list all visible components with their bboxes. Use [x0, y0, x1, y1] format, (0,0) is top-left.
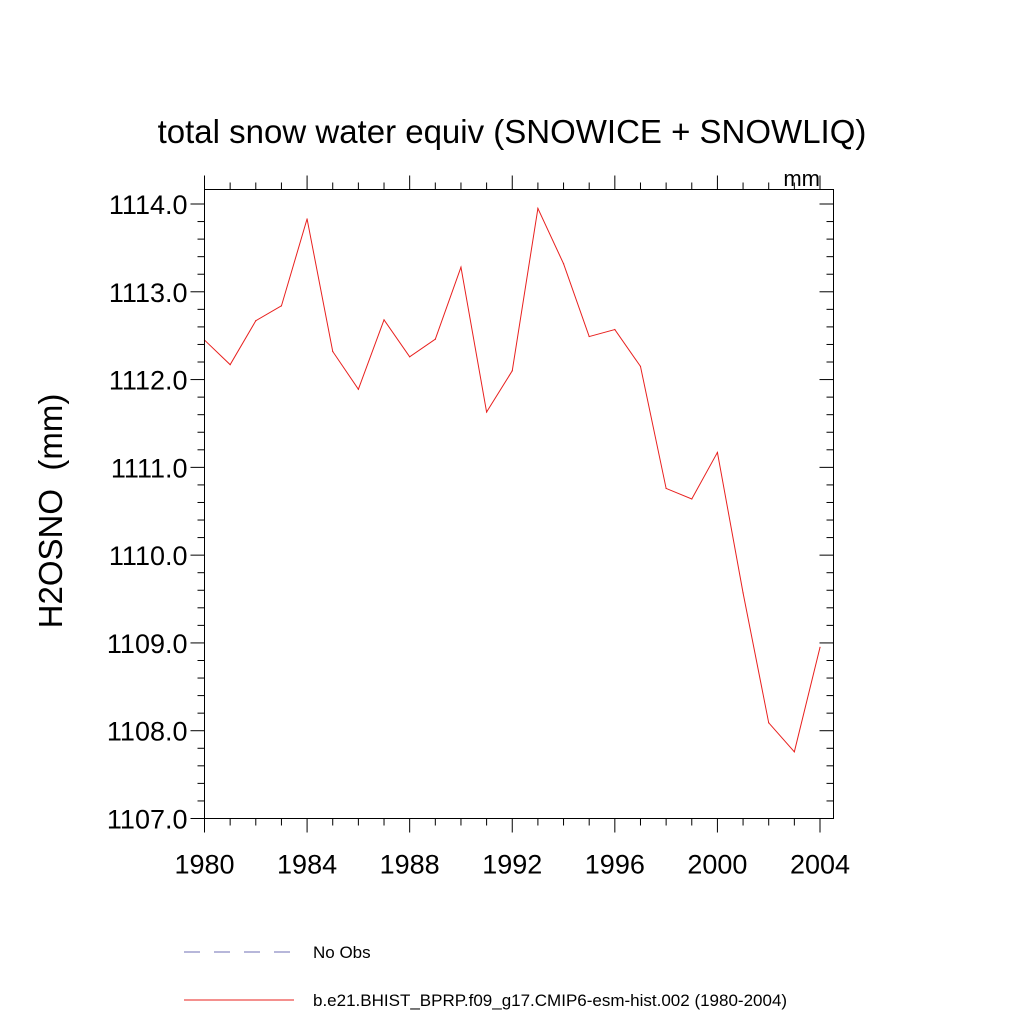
y-tick-label: 1108.0 [107, 717, 188, 747]
series-layer [203, 206, 821, 753]
data-point [460, 266, 462, 268]
data-point [409, 356, 411, 358]
data-point [280, 305, 283, 307]
legend-label: b.e21.BHIST_BPRP.f09_g17.CMIP6-esm-hist.… [313, 991, 787, 1010]
x-tick-label: 1988 [380, 850, 440, 880]
data-point [742, 592, 744, 594]
axis-ticks [190, 175, 834, 833]
plot-frame [204, 189, 834, 819]
y-tick-label: 1114.0 [109, 190, 188, 220]
data-point [691, 498, 693, 500]
data-point [332, 350, 334, 353]
data-point [793, 751, 795, 753]
data-point [819, 646, 821, 648]
legend-label: No Obs [313, 943, 371, 962]
x-tick-label: 2004 [790, 850, 850, 880]
data-point [511, 370, 513, 372]
data-point [768, 722, 770, 724]
y-tick-label: 1107.0 [107, 805, 188, 835]
x-tick-label: 1984 [277, 850, 337, 880]
data-point [588, 335, 590, 338]
data-point [357, 388, 359, 390]
y-tick-label: 1113.0 [109, 278, 188, 308]
data-point [255, 320, 257, 322]
data-point [639, 365, 642, 368]
data-point [665, 487, 667, 490]
y-tick-label: 1111.0 [111, 453, 188, 483]
y-axis-label: H2OSNO (mm) [32, 394, 69, 629]
y-tick-label: 1110.0 [109, 541, 188, 571]
units-label: mm [783, 166, 820, 191]
data-point [537, 207, 539, 209]
series-line [204, 206, 821, 753]
axis-tick-labels: 1980 1984 1988 1992 1996 2000 2004 1107.0 1108.0… [107, 190, 850, 880]
legend: No Obs b.e21.BHIST_BPRP.f09_g17.CMIP6-esm… [184, 943, 787, 1010]
x-tick-label: 2000 [687, 850, 747, 880]
x-tick-label: 1996 [585, 850, 645, 880]
data-point [434, 338, 436, 340]
y-tick-label: 1109.0 [107, 629, 188, 659]
data-point [562, 263, 565, 265]
data-point [716, 451, 719, 454]
data-point [486, 411, 488, 413]
data-point [306, 218, 308, 220]
data-point [383, 319, 385, 321]
y-tick-label: 1112.0 [109, 366, 188, 396]
x-tick-label: 1992 [482, 850, 542, 880]
chart-title: total snow water equiv (SNOWICE + SNOWLI… [158, 113, 867, 150]
data-point [229, 364, 231, 366]
x-tick-label: 1980 [174, 850, 234, 880]
data-point [614, 328, 616, 331]
